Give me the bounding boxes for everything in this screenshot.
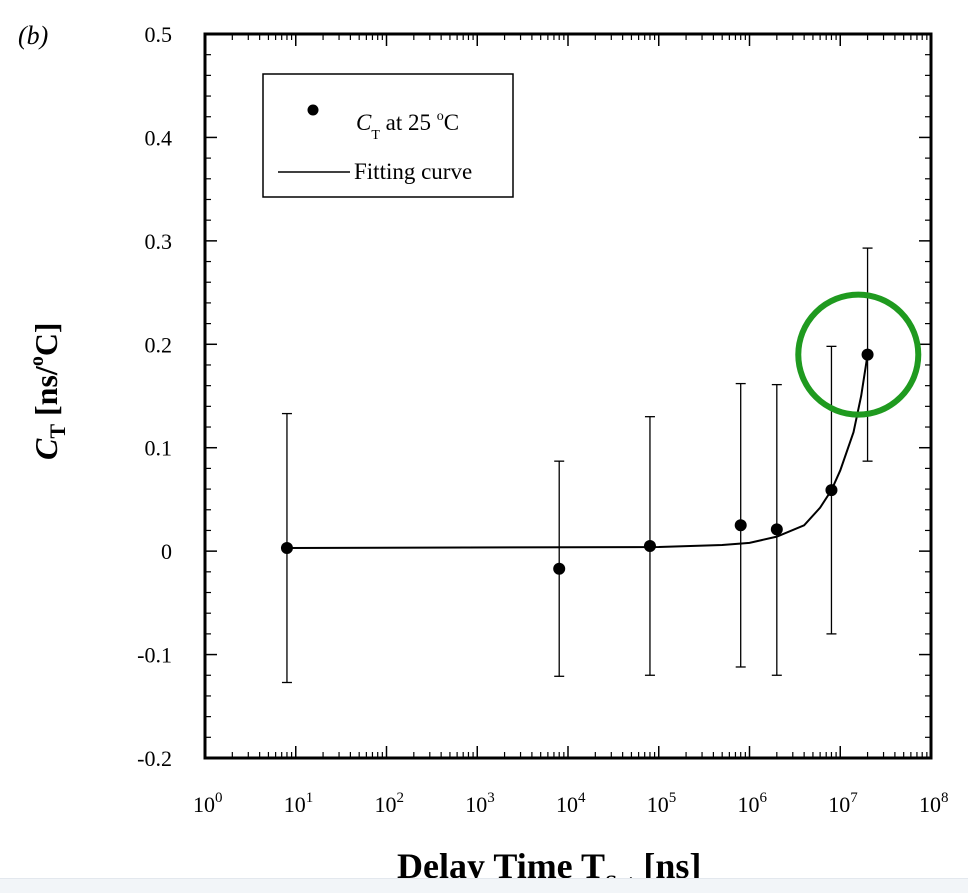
x-tick-label: 103 [465, 790, 495, 817]
panel-label: (b) [18, 21, 48, 50]
legend-box [262, 73, 514, 198]
x-tick-label: 104 [556, 790, 586, 817]
legend-marker [307, 104, 319, 116]
data-points-layer [280, 247, 874, 684]
x-tick-label: 108 [919, 790, 949, 817]
y-tick-label: 0.1 [145, 436, 173, 461]
fitting-curve-layer [286, 354, 869, 550]
legend: CT at 25 oC Fitting curve [262, 73, 514, 198]
y-tick-labels: -0.2 -0.1 0 0.1 0.2 0.3 0.4 0.5 [137, 22, 172, 771]
y-tick-label: 0 [161, 539, 172, 564]
y-tick-label: -0.2 [137, 746, 172, 771]
x-tick-label: 107 [828, 790, 858, 817]
data-point [825, 484, 838, 497]
y-tick-label: 0.3 [145, 229, 173, 254]
x-tick-label: 102 [375, 790, 405, 817]
annotation-layer [795, 291, 922, 418]
x-tick-label: 101 [284, 790, 314, 817]
data-point [861, 348, 874, 361]
y-tick-label: 0.4 [145, 125, 173, 150]
y-tick-label: -0.1 [137, 643, 172, 668]
x-tick-label: 105 [647, 790, 677, 817]
x-tick-labels: 100 101 102 103 104 105 106 107 108 [193, 790, 949, 817]
plot-frame [203, 32, 933, 760]
highlight-circle [795, 291, 922, 418]
legend-curve-label: Fitting curve [354, 159, 472, 184]
y-axis-label: CT [ns/oC] [26, 322, 70, 460]
bottom-band [0, 878, 968, 893]
legend-points-label: CT at 25 oC [356, 109, 459, 143]
data-point [280, 542, 293, 555]
data-point [770, 523, 783, 536]
data-point [643, 539, 656, 552]
x-tick-label: 106 [738, 790, 768, 817]
fitting-curve [286, 354, 869, 550]
y-tick-label: 0.5 [145, 22, 173, 47]
data-point [553, 562, 566, 575]
y-tick-label: 0.2 [145, 332, 173, 357]
data-point [734, 519, 747, 532]
x-tick-label: 100 [193, 790, 223, 817]
